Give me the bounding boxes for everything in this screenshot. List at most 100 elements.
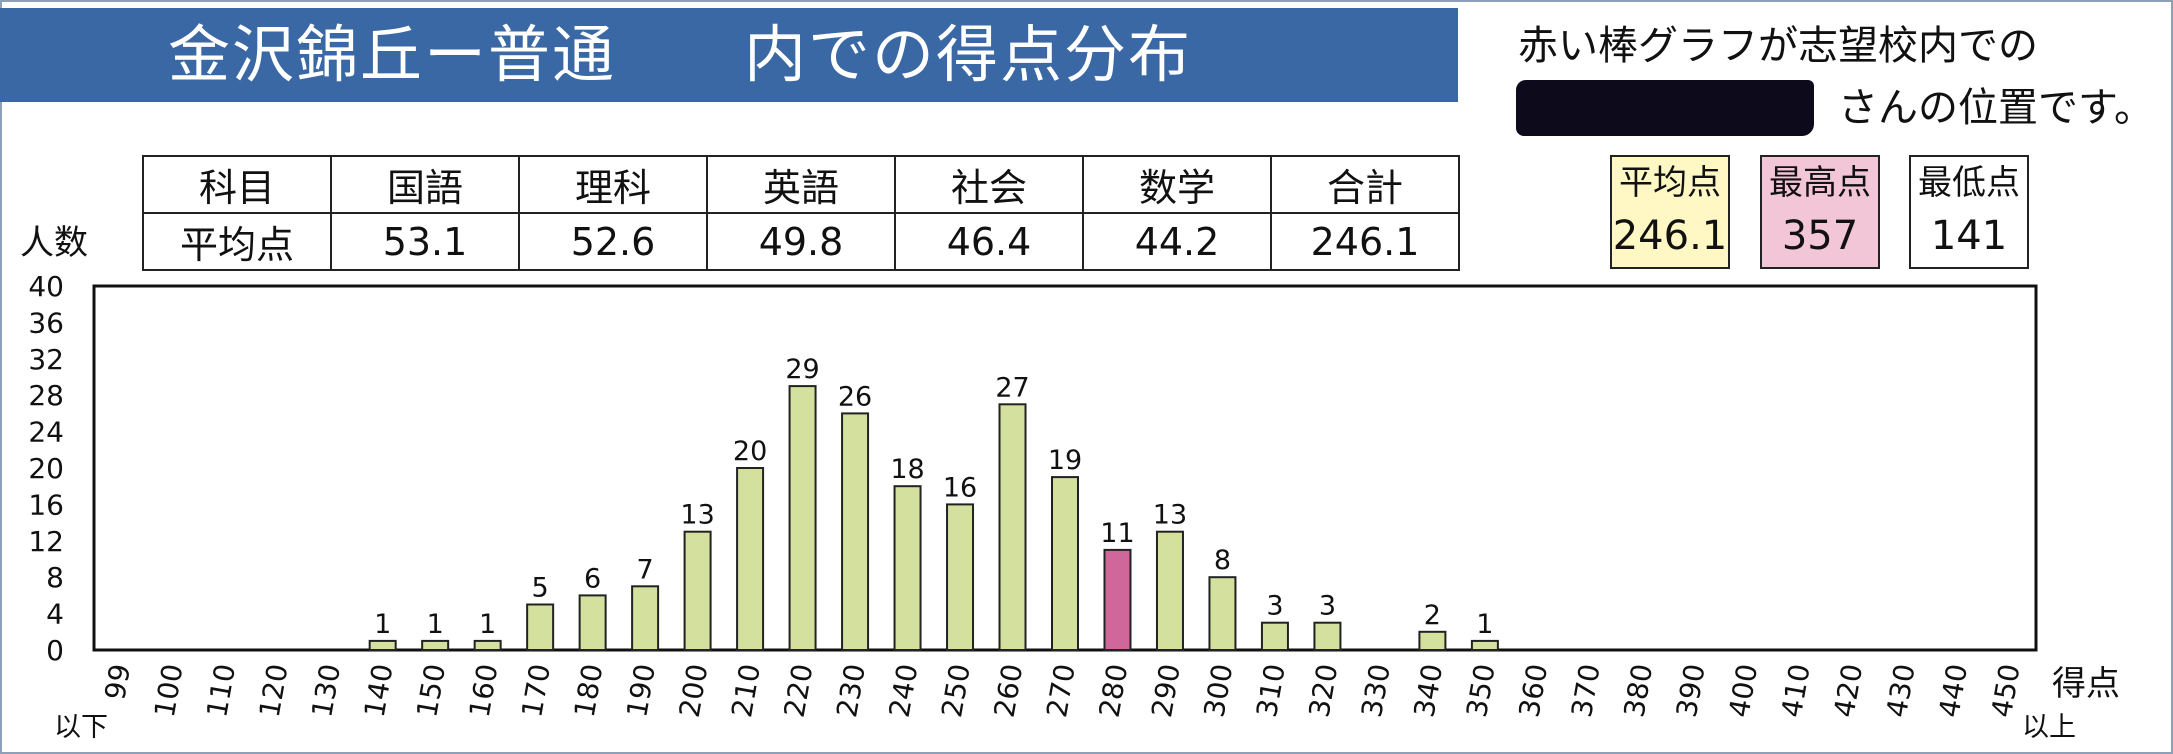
x-tick-label: 220	[778, 661, 820, 719]
x-tick-label: 260	[988, 661, 1030, 719]
highest-score-label: 最高点	[1769, 163, 1871, 203]
bar	[1051, 476, 1079, 651]
x-tick-label: 100	[148, 661, 190, 719]
x-tick-label: 120	[253, 661, 295, 719]
x-tick-label: 190	[620, 661, 662, 719]
x-axis-title: 得点	[2052, 664, 2120, 704]
bar	[1470, 639, 1499, 652]
y-axis-title: 人数	[20, 223, 88, 263]
bar	[368, 639, 397, 652]
bar-value-label: 1	[1476, 609, 1493, 640]
page-title: 金沢錦丘ー普通 内での得点分布	[0, 8, 1458, 102]
table-cell: 社会	[894, 155, 1084, 214]
y-tick-label: 20	[28, 452, 64, 485]
x-tick-label: 180	[568, 661, 610, 719]
bar-value-label: 29	[785, 354, 819, 385]
y-tick-label: 24	[28, 416, 64, 449]
x-tick-label: 390	[1670, 661, 1712, 719]
x-first-suffix-label: 以下	[54, 712, 108, 743]
bar-value-label: 20	[733, 436, 767, 467]
bar-value-label: 1	[479, 609, 496, 640]
y-tick-label: 0	[46, 634, 64, 667]
x-tick-label: 270	[1040, 661, 1082, 719]
highest-score-box: 最高点 357	[1760, 155, 1880, 269]
x-tick-label: 170	[515, 661, 557, 719]
bar	[1260, 621, 1289, 652]
subject-header-row: 科目 国語 理科 英語 社会 数学 合計	[142, 155, 1460, 214]
x-tick-label: 450	[1985, 661, 2027, 719]
bar-value-label: 7	[637, 554, 654, 585]
bar	[473, 639, 502, 652]
x-tick-label: 240	[883, 661, 925, 719]
bar-value-label: 16	[943, 472, 977, 503]
average-score-label: 平均点	[1619, 163, 1721, 203]
bar	[526, 603, 555, 651]
x-last-suffix-label: 以上	[2022, 712, 2076, 743]
x-tick-label: 250	[935, 661, 977, 719]
x-tick-label: 200	[673, 661, 715, 719]
table-cell: 英語	[706, 155, 896, 214]
x-tick-label: 310	[1250, 661, 1292, 719]
table-cell: 49.8	[706, 212, 896, 271]
bar-value-label: 2	[1424, 600, 1441, 631]
x-tick-label: 360	[1512, 661, 1554, 719]
lowest-score-label: 最低点	[1918, 163, 2020, 203]
x-tick-label: 300	[1198, 661, 1240, 719]
table-cell: 53.1	[330, 212, 520, 271]
bar	[1418, 630, 1447, 651]
x-tick-label: 340	[1408, 661, 1450, 719]
x-tick-label: 280	[1093, 661, 1135, 719]
bar-value-label: 18	[890, 454, 924, 485]
x-tick-label: 230	[830, 661, 872, 719]
average-score-box: 平均点 246.1	[1610, 155, 1730, 269]
bar-value-label: 13	[1153, 500, 1187, 531]
bar-value-label: 3	[1266, 591, 1283, 622]
bar	[1155, 530, 1184, 652]
x-tick-label: 410	[1775, 661, 1817, 719]
table-cell: 合計	[1270, 155, 1460, 214]
bar	[578, 594, 607, 652]
redacted-name	[1516, 80, 1814, 136]
bar	[421, 639, 450, 652]
x-tick-label: 380	[1617, 661, 1659, 719]
bar	[998, 403, 1027, 651]
average-score-table: 科目 国語 理科 英語 社会 数学 合計 平均点 53.1 52.6 49.8 …	[142, 155, 1460, 271]
y-tick-label: 40	[28, 270, 64, 303]
x-tick-label: 110	[200, 661, 242, 719]
x-tick-label: 160	[463, 661, 505, 719]
x-tick-label: 140	[358, 661, 400, 719]
table-cell: 理科	[518, 155, 708, 214]
bar	[841, 412, 870, 651]
x-tick-label: 330	[1355, 661, 1397, 719]
bar	[946, 503, 975, 651]
y-tick-label: 32	[28, 343, 64, 376]
position-note-line1: 赤い棒グラフが志望校内での	[1518, 23, 2038, 69]
x-tick-label: 210	[725, 661, 767, 719]
x-tick-label: 99	[98, 661, 137, 702]
y-tick-label: 28	[28, 379, 64, 412]
x-tick-label: 150	[410, 661, 452, 719]
x-tick-label: 440	[1932, 661, 1974, 719]
y-tick-label: 12	[28, 525, 64, 558]
x-tick-label: 420	[1827, 661, 1869, 719]
table-cell: 46.4	[894, 212, 1084, 271]
average-value-row: 平均点 53.1 52.6 49.8 46.4 44.2 246.1	[142, 212, 1460, 271]
x-tick-label: 430	[1880, 661, 1922, 719]
lowest-score-box: 最低点 141	[1909, 155, 2029, 269]
y-tick-label: 8	[46, 561, 64, 594]
x-tick-label: 370	[1565, 661, 1607, 719]
table-cell: 数学	[1082, 155, 1272, 214]
bar-value-label: 13	[680, 500, 714, 531]
table-cell: 52.6	[518, 212, 708, 271]
x-tick-label: 290	[1145, 661, 1187, 719]
bar-value-label: 3	[1319, 591, 1336, 622]
x-tick-label: 130	[305, 661, 347, 719]
x-tick-label: 320	[1303, 661, 1345, 719]
table-cell: 平均点	[142, 212, 332, 271]
highest-score-value: 357	[1781, 213, 1859, 259]
table-cell: 国語	[330, 155, 520, 214]
bar-value-label: 1	[374, 609, 391, 640]
x-tick-label: 350	[1460, 661, 1502, 719]
bar-value-label: 26	[838, 381, 872, 412]
